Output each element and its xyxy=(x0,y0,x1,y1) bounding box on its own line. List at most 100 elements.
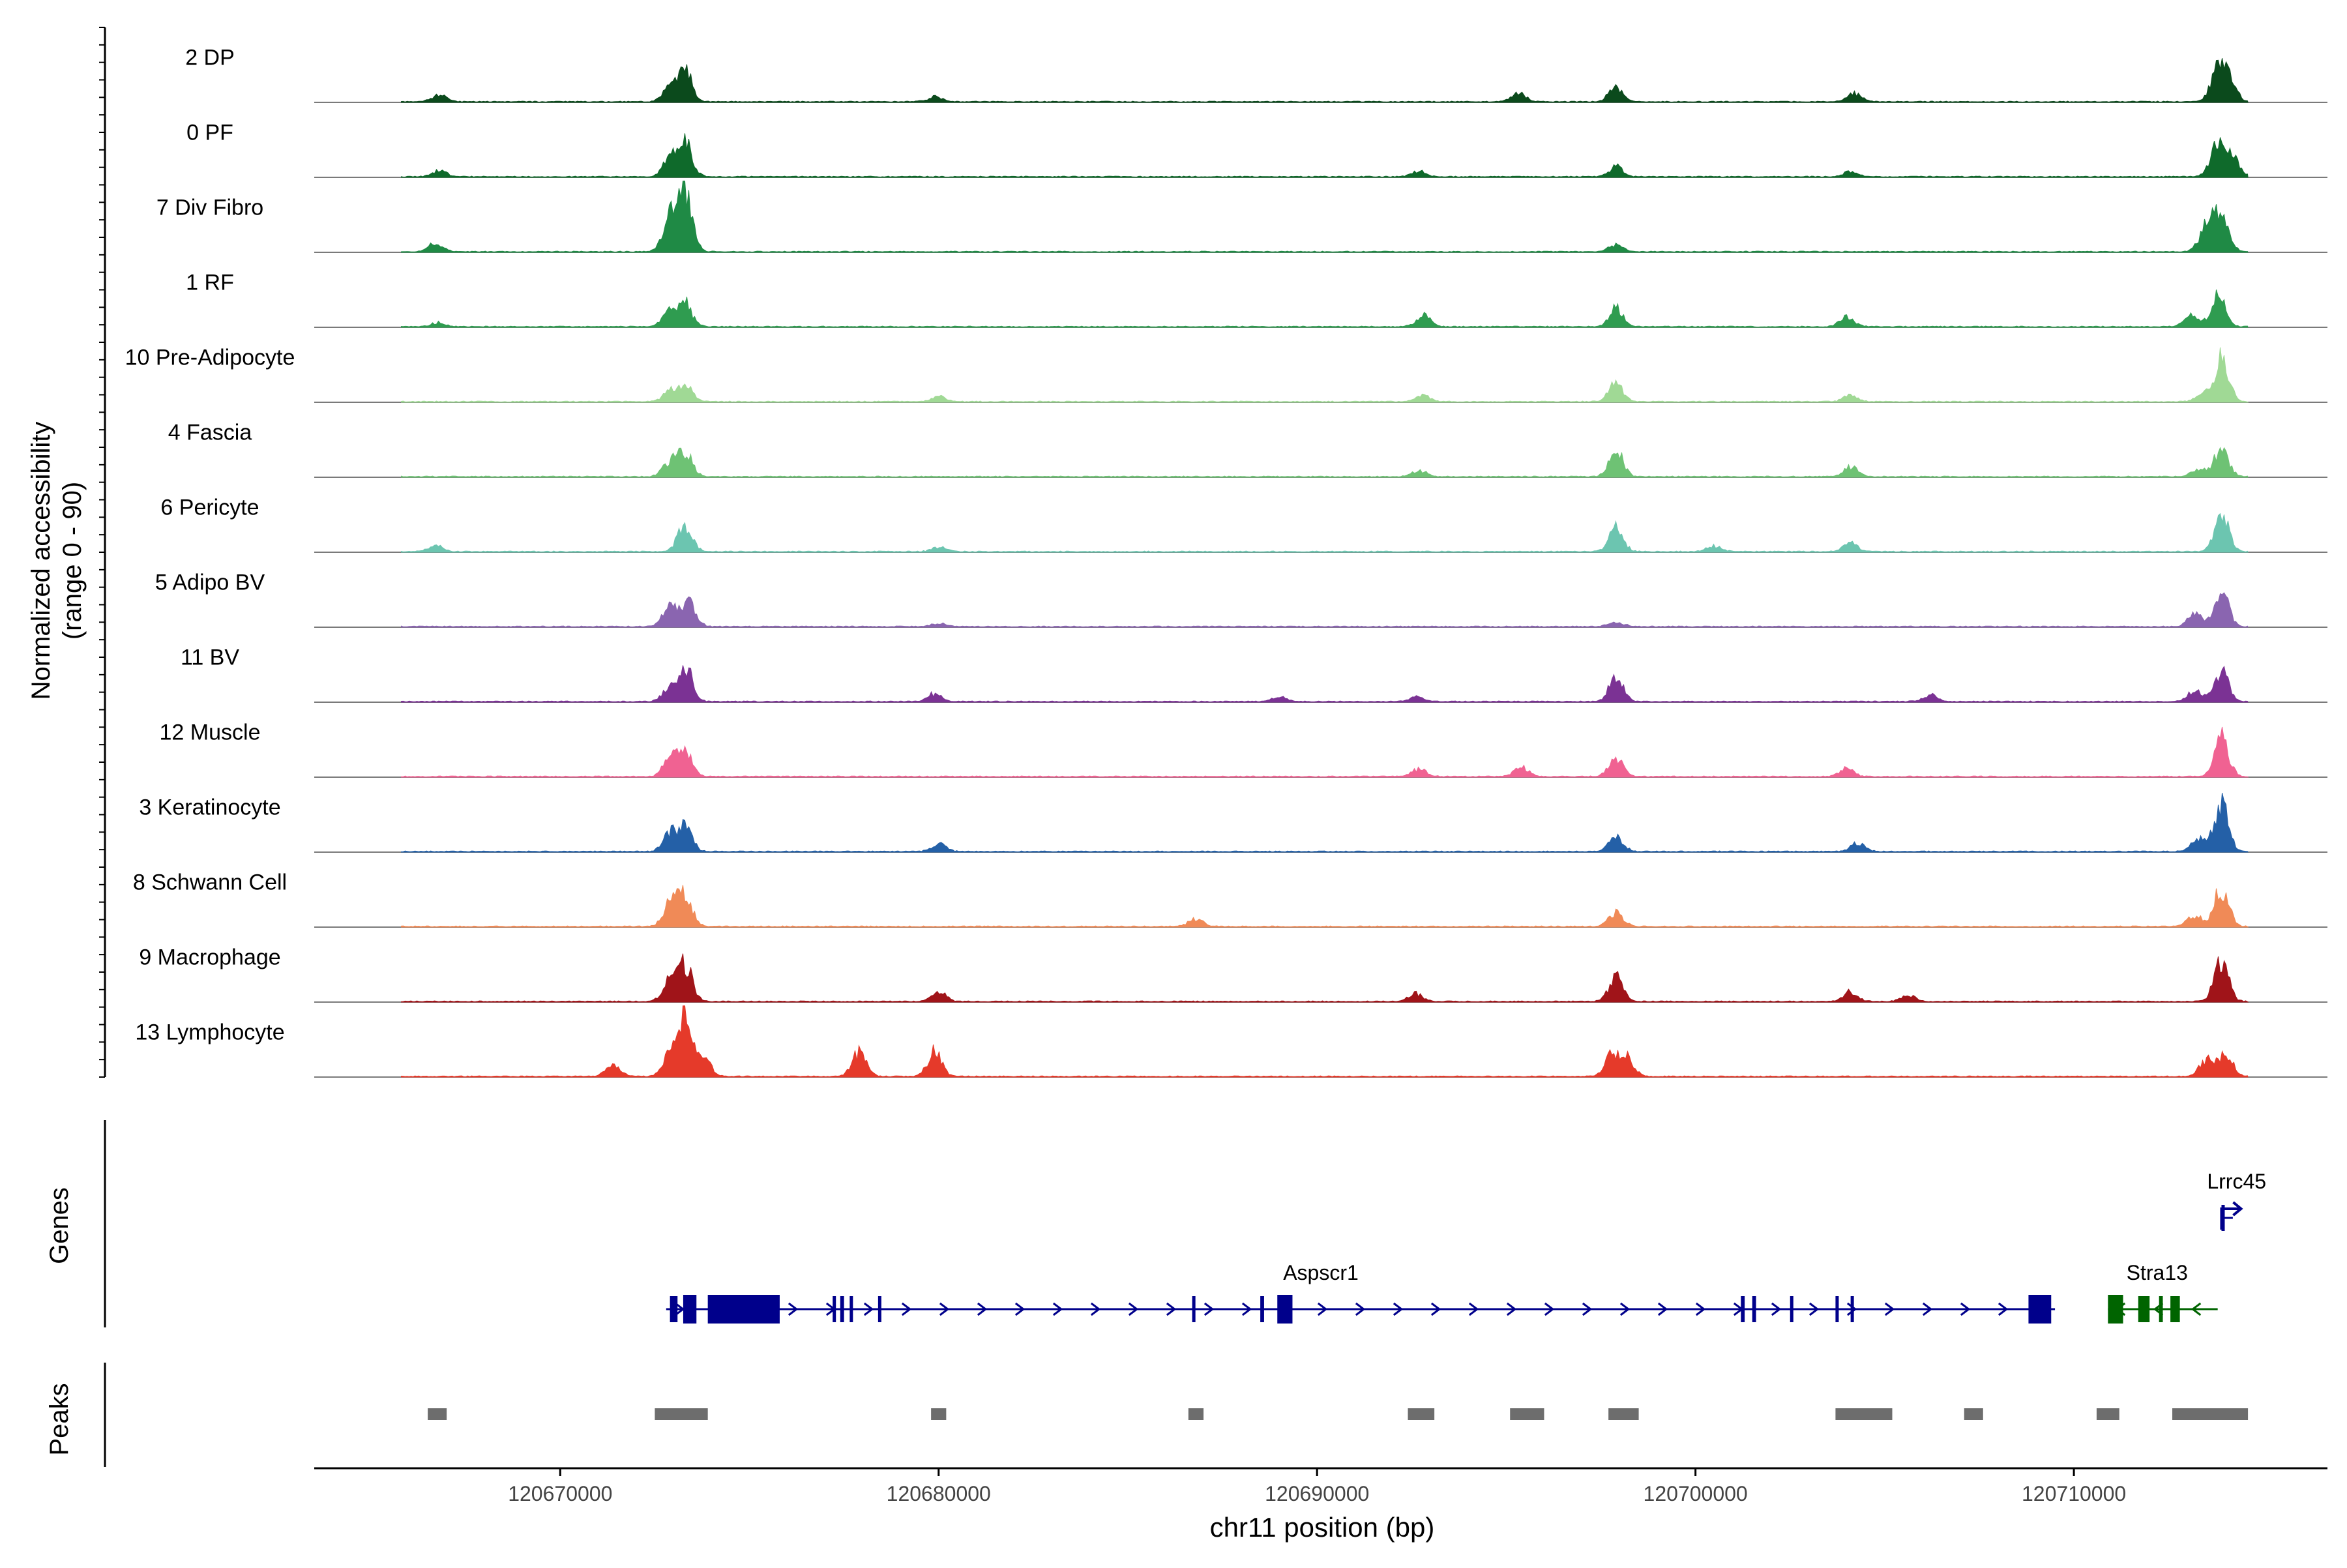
gene-exon xyxy=(1260,1296,1264,1322)
gene-model: Aspscr1 xyxy=(666,1261,2056,1324)
genes-panel: Aspscr1 Stra13 Lrrc45 xyxy=(104,1120,2266,1327)
coverage-track: 4 Fascia xyxy=(168,421,2327,478)
strand-chevron xyxy=(674,1302,685,1316)
strand-chevron xyxy=(1203,1302,1215,1316)
coverage-signal-area xyxy=(401,885,2249,928)
strand-chevron xyxy=(1430,1302,1441,1316)
coverage-y-axis-range-label: (range 0 - 90) xyxy=(58,482,87,640)
peak-region xyxy=(1608,1408,1639,1420)
coverage-track: 1 RF xyxy=(186,271,2327,328)
peak-region xyxy=(2172,1408,2249,1420)
gene-exon xyxy=(849,1296,853,1322)
coverage-signal-area xyxy=(401,792,2249,853)
track-label: 3 Keratinocyte xyxy=(139,795,280,820)
coverage-track: 11 BV xyxy=(181,645,2327,703)
gene-exon xyxy=(1741,1296,1745,1322)
coverage-signal-area xyxy=(401,181,2249,253)
gene-label: Stra13 xyxy=(2127,1261,2188,1284)
x-axis-tick-label: 120670000 xyxy=(508,1482,612,1505)
coverage-y-axis-label: Normalized accessibility xyxy=(27,422,55,700)
strand-chevron xyxy=(1090,1302,1101,1316)
strand-chevron xyxy=(1506,1302,1517,1316)
gene-exon xyxy=(1752,1296,1756,1322)
strand-chevron xyxy=(939,1302,950,1316)
gene-label: Aspscr1 xyxy=(1283,1261,1359,1284)
coverage-track: 8 Schwann Cell xyxy=(133,870,2327,928)
peak-region xyxy=(1964,1408,1983,1420)
strand-chevron xyxy=(2191,1302,2202,1316)
strand-chevron xyxy=(1241,1302,1252,1316)
gene-model: Lrrc45 xyxy=(2207,1170,2266,1231)
coverage-signal-area xyxy=(401,726,2249,778)
coverage-track: 3 Keratinocyte xyxy=(139,792,2327,853)
track-label: 5 Adipo BV xyxy=(155,570,265,595)
coverage-signal-area xyxy=(401,1005,2249,1078)
gene-model: Stra13 xyxy=(2108,1261,2218,1324)
peak-region xyxy=(1510,1408,1544,1420)
strand-chevron xyxy=(1808,1302,1820,1316)
gene-exon xyxy=(878,1296,881,1322)
strand-chevron xyxy=(1052,1302,1063,1316)
peak-region xyxy=(428,1408,447,1420)
strand-chevron xyxy=(1128,1302,1139,1316)
coverage-signal-area xyxy=(401,953,2249,1003)
gene-exon xyxy=(2170,1296,2180,1322)
coverage-track: 12 Muscle xyxy=(160,720,2327,778)
x-axis-tick-label: 120680000 xyxy=(887,1482,991,1505)
gene-exon xyxy=(1850,1296,1854,1322)
gene-exon xyxy=(1790,1296,1793,1322)
coverage-signal-area xyxy=(401,133,2249,178)
track-label: 13 Lymphocyte xyxy=(135,1020,284,1045)
x-axis-title: chr11 position (bp) xyxy=(1210,1512,1435,1543)
coverage-signal-area xyxy=(401,58,2249,103)
track-label: 2 DP xyxy=(185,46,235,70)
strand-chevron xyxy=(1393,1302,1404,1316)
coverage-signal-area xyxy=(401,665,2249,703)
strand-chevron xyxy=(1544,1302,1555,1316)
strand-chevron xyxy=(1014,1302,1026,1316)
strand-chevron xyxy=(1619,1302,1631,1316)
coverage-track: 6 Pericyte xyxy=(160,496,2327,553)
strand-chevron xyxy=(1166,1302,1177,1316)
gene-exon xyxy=(683,1295,697,1324)
track-label: 4 Fascia xyxy=(168,421,252,445)
track-label: 10 Pre-Adipocyte xyxy=(125,346,295,370)
gene-exon xyxy=(1277,1295,1293,1324)
gene-exon xyxy=(1192,1296,1196,1322)
strand-chevron xyxy=(1657,1302,1668,1316)
track-label: 0 PF xyxy=(186,121,233,145)
genes-y-axis-label: Genes xyxy=(45,1187,74,1264)
peak-region xyxy=(2096,1408,2119,1420)
coverage-track: 10 Pre-Adipocyte xyxy=(125,346,2327,403)
strand-chevron xyxy=(1771,1302,1782,1316)
peak-region xyxy=(931,1408,947,1420)
strand-chevron xyxy=(1317,1302,1328,1316)
coverage-signal-area xyxy=(401,512,2249,553)
gene-label: Lrrc45 xyxy=(2207,1170,2266,1193)
strand-chevron xyxy=(1582,1302,1593,1316)
coverage-track: 5 Adipo BV xyxy=(155,570,2327,628)
coverage-signal-area xyxy=(401,592,2249,628)
track-label: 8 Schwann Cell xyxy=(133,870,287,895)
x-axis-tick-label: 120700000 xyxy=(1644,1482,1748,1505)
coverage-track: 0 PF xyxy=(186,121,2327,178)
x-axis-tick-label: 120710000 xyxy=(2022,1482,2126,1505)
strand-chevron xyxy=(1846,1302,1857,1316)
strand-chevron xyxy=(1960,1302,1971,1316)
gene-exon xyxy=(833,1296,836,1322)
strand-chevron xyxy=(1355,1302,1366,1316)
x-axis-tick-label: 120690000 xyxy=(1265,1482,1369,1505)
gene-exon xyxy=(840,1296,844,1322)
gene-exon xyxy=(670,1296,678,1322)
gene-exon xyxy=(2138,1296,2150,1322)
peaks-y-axis-label: Peaks xyxy=(45,1383,74,1455)
peak-region xyxy=(1188,1408,1204,1420)
coverage-track: 9 Macrophage xyxy=(139,945,2327,1003)
peak-region xyxy=(1408,1408,1435,1420)
gene-exon xyxy=(707,1295,780,1324)
strand-chevron xyxy=(788,1302,799,1316)
track-label: 1 RF xyxy=(186,271,234,295)
coverage-signal-area xyxy=(401,347,2249,403)
track-label: 9 Macrophage xyxy=(139,945,280,970)
